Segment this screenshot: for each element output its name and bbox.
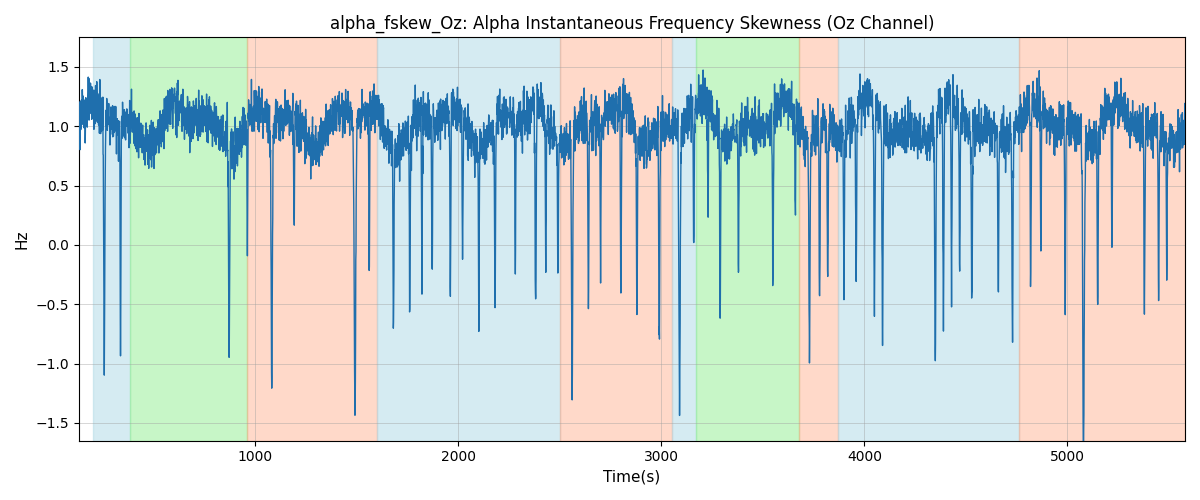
X-axis label: Time(s): Time(s) [604, 470, 660, 485]
Bar [1019, 38, 1186, 440]
Bar [560, 38, 672, 440]
Bar [799, 38, 838, 440]
Title: alpha_fskew_Oz: Alpha Instantaneous Frequency Skewness (Oz Channel): alpha_fskew_Oz: Alpha Instantaneous Freq… [330, 15, 935, 34]
Bar [672, 38, 696, 440]
Bar [377, 38, 560, 440]
Bar [838, 38, 1019, 440]
Bar [94, 38, 130, 440]
Bar [247, 38, 377, 440]
Bar [696, 38, 799, 440]
Y-axis label: Hz: Hz [14, 230, 30, 249]
Bar [130, 38, 247, 440]
